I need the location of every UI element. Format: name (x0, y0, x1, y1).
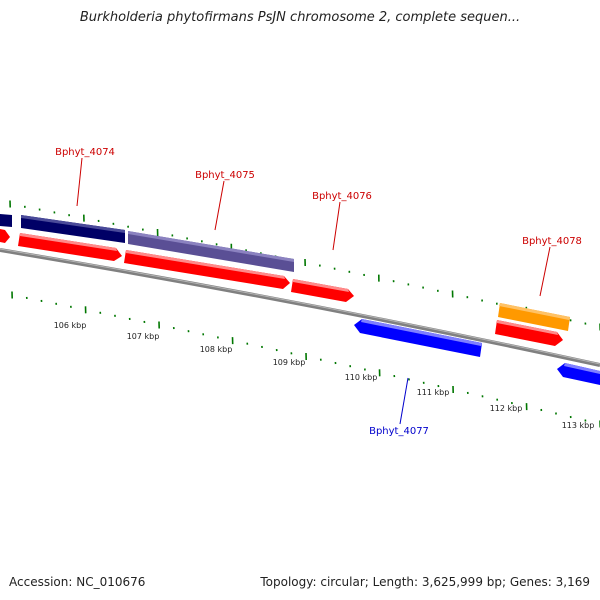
genome-backbone (0, 248, 600, 367)
leader-line-4076 (332, 201, 341, 251)
cds-segment[interactable] (0, 214, 12, 227)
scale-label: 110 kbp (345, 373, 378, 382)
gene-label-4075[interactable]: Bphyt_4075 (195, 170, 255, 181)
scale-label: 109 kbp (273, 358, 306, 367)
cds-segment[interactable] (21, 215, 125, 243)
label-leaders (76, 157, 551, 425)
map-title: Burkholderia phytofirmans PsJN chromosom… (79, 10, 521, 25)
gene-label-4078[interactable]: Bphyt_4078 (522, 236, 582, 247)
forward-gene-highlight (497, 320, 558, 335)
gene-label-4076[interactable]: Bphyt_4076 (312, 191, 372, 202)
leader-line-4074 (76, 157, 83, 207)
leader-line-4077 (399, 377, 409, 425)
scale-label: 111 kbp (417, 388, 450, 397)
scale-label: 107 kbp (127, 332, 160, 341)
cds-row (0, 214, 570, 331)
reverse-strand-genes (354, 319, 600, 385)
gene-label-4077[interactable]: Bphyt_4077 (369, 426, 429, 437)
reverse-gene-highlight (564, 363, 600, 374)
forward-gene-highlight (126, 250, 285, 279)
forward-gene-arrow[interactable] (18, 233, 122, 261)
reverse-gene-arrow[interactable] (354, 319, 482, 357)
forward-gene-arrow[interactable] (495, 320, 563, 346)
cds-segment-highlight (21, 215, 125, 233)
cds-segment[interactable] (498, 303, 570, 331)
forward-gene-arrow[interactable] (291, 279, 354, 302)
reverse-gene-arrow[interactable] (557, 363, 600, 385)
scale-labels: 106 kbp 107 kbp 108 kbp 109 kbp 110 kbp … (54, 321, 595, 430)
forward-gene-highlight (293, 279, 349, 292)
forward-gene-arrow[interactable] (0, 229, 10, 243)
topology-summary: Topology: circular; Length: 3,625,999 bp… (260, 575, 590, 589)
reverse-gene-highlight (361, 319, 482, 346)
leader-line-4078 (539, 246, 551, 297)
gene-label-4074[interactable]: Bphyt_4074 (55, 147, 115, 158)
forward-gene-arrow[interactable] (124, 250, 290, 289)
forward-gene-highlight (20, 233, 117, 251)
accession-text: Accession: NC_010676 (9, 575, 146, 589)
scale-label: 108 kbp (200, 345, 233, 354)
forward-strand-genes (0, 229, 563, 346)
leader-line-4075 (214, 180, 225, 231)
scale-label: 106 kbp (54, 321, 87, 330)
genome-backbone-highlight (0, 248, 600, 365)
cds-segment-highlight (128, 231, 294, 262)
scale-label: 113 kbp (562, 421, 595, 430)
cds-segment-highlight (499, 303, 570, 320)
cds-segment[interactable] (128, 231, 294, 272)
inner-tick-ring (11, 291, 600, 428)
scale-label: 112 kbp (490, 404, 523, 413)
